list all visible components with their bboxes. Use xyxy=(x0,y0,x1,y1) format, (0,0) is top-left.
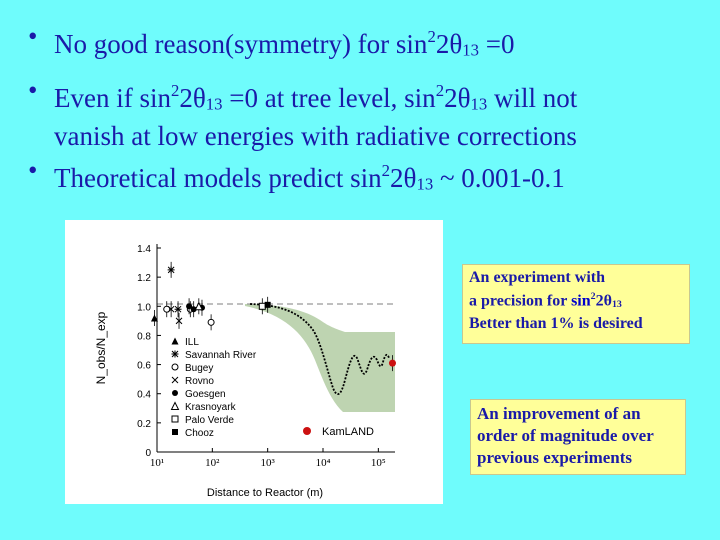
y-tick-label: 0.4 xyxy=(137,390,151,401)
x-axis-label: Distance to Reactor (m) xyxy=(207,487,323,499)
kamland-legend-dot xyxy=(303,427,311,435)
point-bugey xyxy=(207,318,215,326)
legend-label: Krasnoyark xyxy=(185,402,237,413)
point-chooz xyxy=(264,301,271,308)
superscript: 2 xyxy=(590,291,596,302)
point-bugey xyxy=(171,363,179,371)
y-tick-label: 1.0 xyxy=(137,302,151,313)
point-palo-verde xyxy=(258,302,266,310)
superscript: 2 xyxy=(427,27,436,46)
improvement-note: An improvement of an order of magnitude … xyxy=(470,399,686,475)
superscript: 2 xyxy=(381,161,391,180)
x-tick-label: 10¹ xyxy=(150,457,164,469)
point-goesgen xyxy=(186,303,193,310)
bullet-tree-level: • Even if sin22θ13 =0 at tree level, sin… xyxy=(28,74,577,153)
point-goesgen xyxy=(172,390,178,396)
legend-label: Rovno xyxy=(185,376,214,387)
point-chooz xyxy=(172,429,178,435)
y-tick-label: 1.2 xyxy=(137,273,151,284)
bullet-text: Theoretical models predict sin xyxy=(54,162,382,193)
y-tick-label: 0.8 xyxy=(137,331,151,342)
bullet-text-end: ~ 0.001-0.1 xyxy=(433,162,565,193)
theta-text: 2θ xyxy=(444,82,471,113)
point-palo-verde xyxy=(171,415,179,423)
theta-text: 2θ xyxy=(390,162,417,193)
point-bugey xyxy=(163,305,171,313)
point-ill xyxy=(150,314,158,322)
point-krasnoyark xyxy=(194,301,204,311)
subscript: 13 xyxy=(470,94,488,114)
point-savannah-river xyxy=(167,266,175,274)
subscript: 13 xyxy=(205,94,223,114)
y-tick-label: 1.4 xyxy=(137,244,151,255)
point-krasnoyark xyxy=(170,401,180,410)
note-sin: sin xyxy=(571,292,591,310)
oscillation-band xyxy=(245,304,395,412)
legend-label: Savannah River xyxy=(185,350,257,361)
bullet-text: No good reason(symmetry) for sin xyxy=(54,28,428,59)
legend-label: Bugey xyxy=(185,363,213,374)
precision-note: An experiment with a precision for sin22… xyxy=(462,264,690,344)
point-goesgen xyxy=(190,306,197,313)
point-rovno xyxy=(167,305,175,313)
legend-label: Palo Verde xyxy=(185,415,234,426)
plot-svg: 0 0.2 0.4 0.6 0.8 1.0 1.2 1.4 10¹ 10² 10³ 10⁴ 10⁵ IL… xyxy=(94,244,396,499)
bullet-text-mid: =0 at tree level, sin xyxy=(222,82,436,113)
x-tick-label: 10⁴ xyxy=(316,457,331,469)
bullet-text-end: =0 xyxy=(478,28,515,59)
y-tick-label: 0.2 xyxy=(137,419,151,430)
x-tick-label: 10² xyxy=(205,457,220,469)
bullet-theoretical-models: • Theoretical models predict sin22θ13 ~ … xyxy=(28,154,565,200)
point-savannah-river xyxy=(171,350,179,358)
theta-text: 2θ xyxy=(435,28,463,59)
bullet-symmetry: • No good reason(symmetry) for sin22θ13 … xyxy=(28,20,514,66)
legend-label: Goesgen xyxy=(185,389,226,400)
y-axis-label: N_obs/N_exp xyxy=(94,311,108,384)
oscillation-curve xyxy=(249,303,390,395)
subscript: 13 xyxy=(416,174,434,194)
x-tick-label: 10⁵ xyxy=(371,457,386,469)
bullet-text-end: will not xyxy=(487,82,578,113)
note-line: An improvement of an xyxy=(477,404,641,423)
y-tick-label: 0.6 xyxy=(137,361,151,372)
point-kamland xyxy=(388,359,396,367)
subscript: 13 xyxy=(611,298,622,310)
legend-label: ILL xyxy=(185,337,199,348)
bullet-text-line2: vanish at low energies with radiative co… xyxy=(54,121,577,152)
note-line: a precision for sin22θ13 xyxy=(469,287,683,314)
reactor-distance-plot: 0 0.2 0.4 0.6 0.8 1.0 1.2 1.4 10¹ 10² 10³ 10⁴ 10⁵ IL… xyxy=(65,220,443,504)
point-ill xyxy=(171,337,179,345)
note-text: a precision for xyxy=(469,292,572,310)
superscript: 2 xyxy=(170,81,180,100)
point-savannah-river xyxy=(174,305,182,313)
note-line: Better than 1% is desired xyxy=(469,314,643,332)
subscript: 13 xyxy=(462,40,479,60)
note-line: previous experiments xyxy=(477,448,633,467)
bullet-dot: • xyxy=(28,21,38,51)
note-line: order of magnitude over xyxy=(477,426,654,445)
point-rovno xyxy=(171,376,179,384)
kamland-label: KamLAND xyxy=(322,426,374,438)
y-tick-label: 0 xyxy=(145,448,151,459)
bullet-text: Even if sin xyxy=(54,82,171,113)
bullet-dot: • xyxy=(28,75,38,105)
x-tick-label: 10³ xyxy=(261,457,276,469)
point-rovno xyxy=(175,317,183,325)
theta-text: 2θ xyxy=(179,82,206,113)
superscript: 2 xyxy=(435,81,445,100)
legend-label: Chooz xyxy=(185,428,214,439)
note-line: An experiment with xyxy=(469,269,605,286)
bullet-dot: • xyxy=(28,155,38,185)
note-theta: 2θ xyxy=(595,292,612,310)
